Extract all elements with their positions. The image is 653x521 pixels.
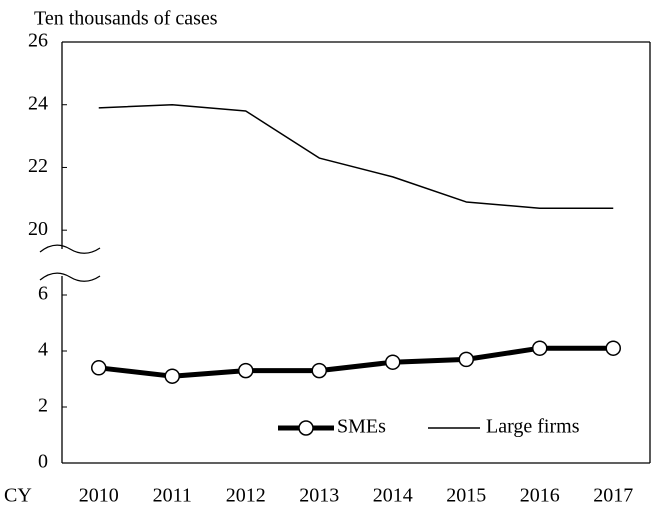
x-tick-label: 2017 bbox=[593, 485, 633, 507]
legend-label: SMEs bbox=[337, 416, 386, 438]
y-tick-label: 22 bbox=[28, 155, 48, 177]
y-tick-label: 2 bbox=[38, 395, 48, 417]
y-tick-label: 26 bbox=[28, 30, 48, 52]
legend-label: Large firms bbox=[486, 416, 580, 438]
point bbox=[605, 340, 621, 356]
point bbox=[458, 351, 474, 368]
y-tick-label: 6 bbox=[38, 283, 48, 305]
series-line bbox=[98, 345, 614, 379]
x-tick-label: 2012 bbox=[226, 485, 266, 507]
y-axis-label: Ten thousands of cases bbox=[34, 8, 218, 30]
x-axis-label: CY bbox=[4, 485, 32, 507]
legend-marker bbox=[298, 420, 314, 436]
point bbox=[91, 360, 107, 376]
y-tick-label: 4 bbox=[38, 339, 48, 361]
point bbox=[164, 368, 180, 384]
y-tick-label: 0 bbox=[38, 451, 48, 473]
x-tick-label: 2013 bbox=[299, 485, 339, 507]
axis-break bbox=[39, 272, 101, 282]
y-tick-label: 24 bbox=[28, 92, 48, 114]
y-tick-label: 20 bbox=[28, 218, 48, 240]
point bbox=[238, 362, 254, 379]
legend: SMEs Large firms bbox=[278, 416, 580, 438]
x-tick-label: 2010 bbox=[79, 485, 119, 507]
point bbox=[385, 354, 401, 370]
x-tick-label: 2014 bbox=[373, 485, 413, 507]
point bbox=[532, 340, 548, 356]
x-tick-label: 2015 bbox=[446, 485, 486, 507]
series-line bbox=[98, 103, 614, 209]
x-tick-label: 2011 bbox=[153, 485, 192, 507]
point bbox=[311, 362, 327, 379]
axis-break bbox=[39, 244, 101, 254]
x-tick-label: 2016 bbox=[520, 485, 560, 507]
